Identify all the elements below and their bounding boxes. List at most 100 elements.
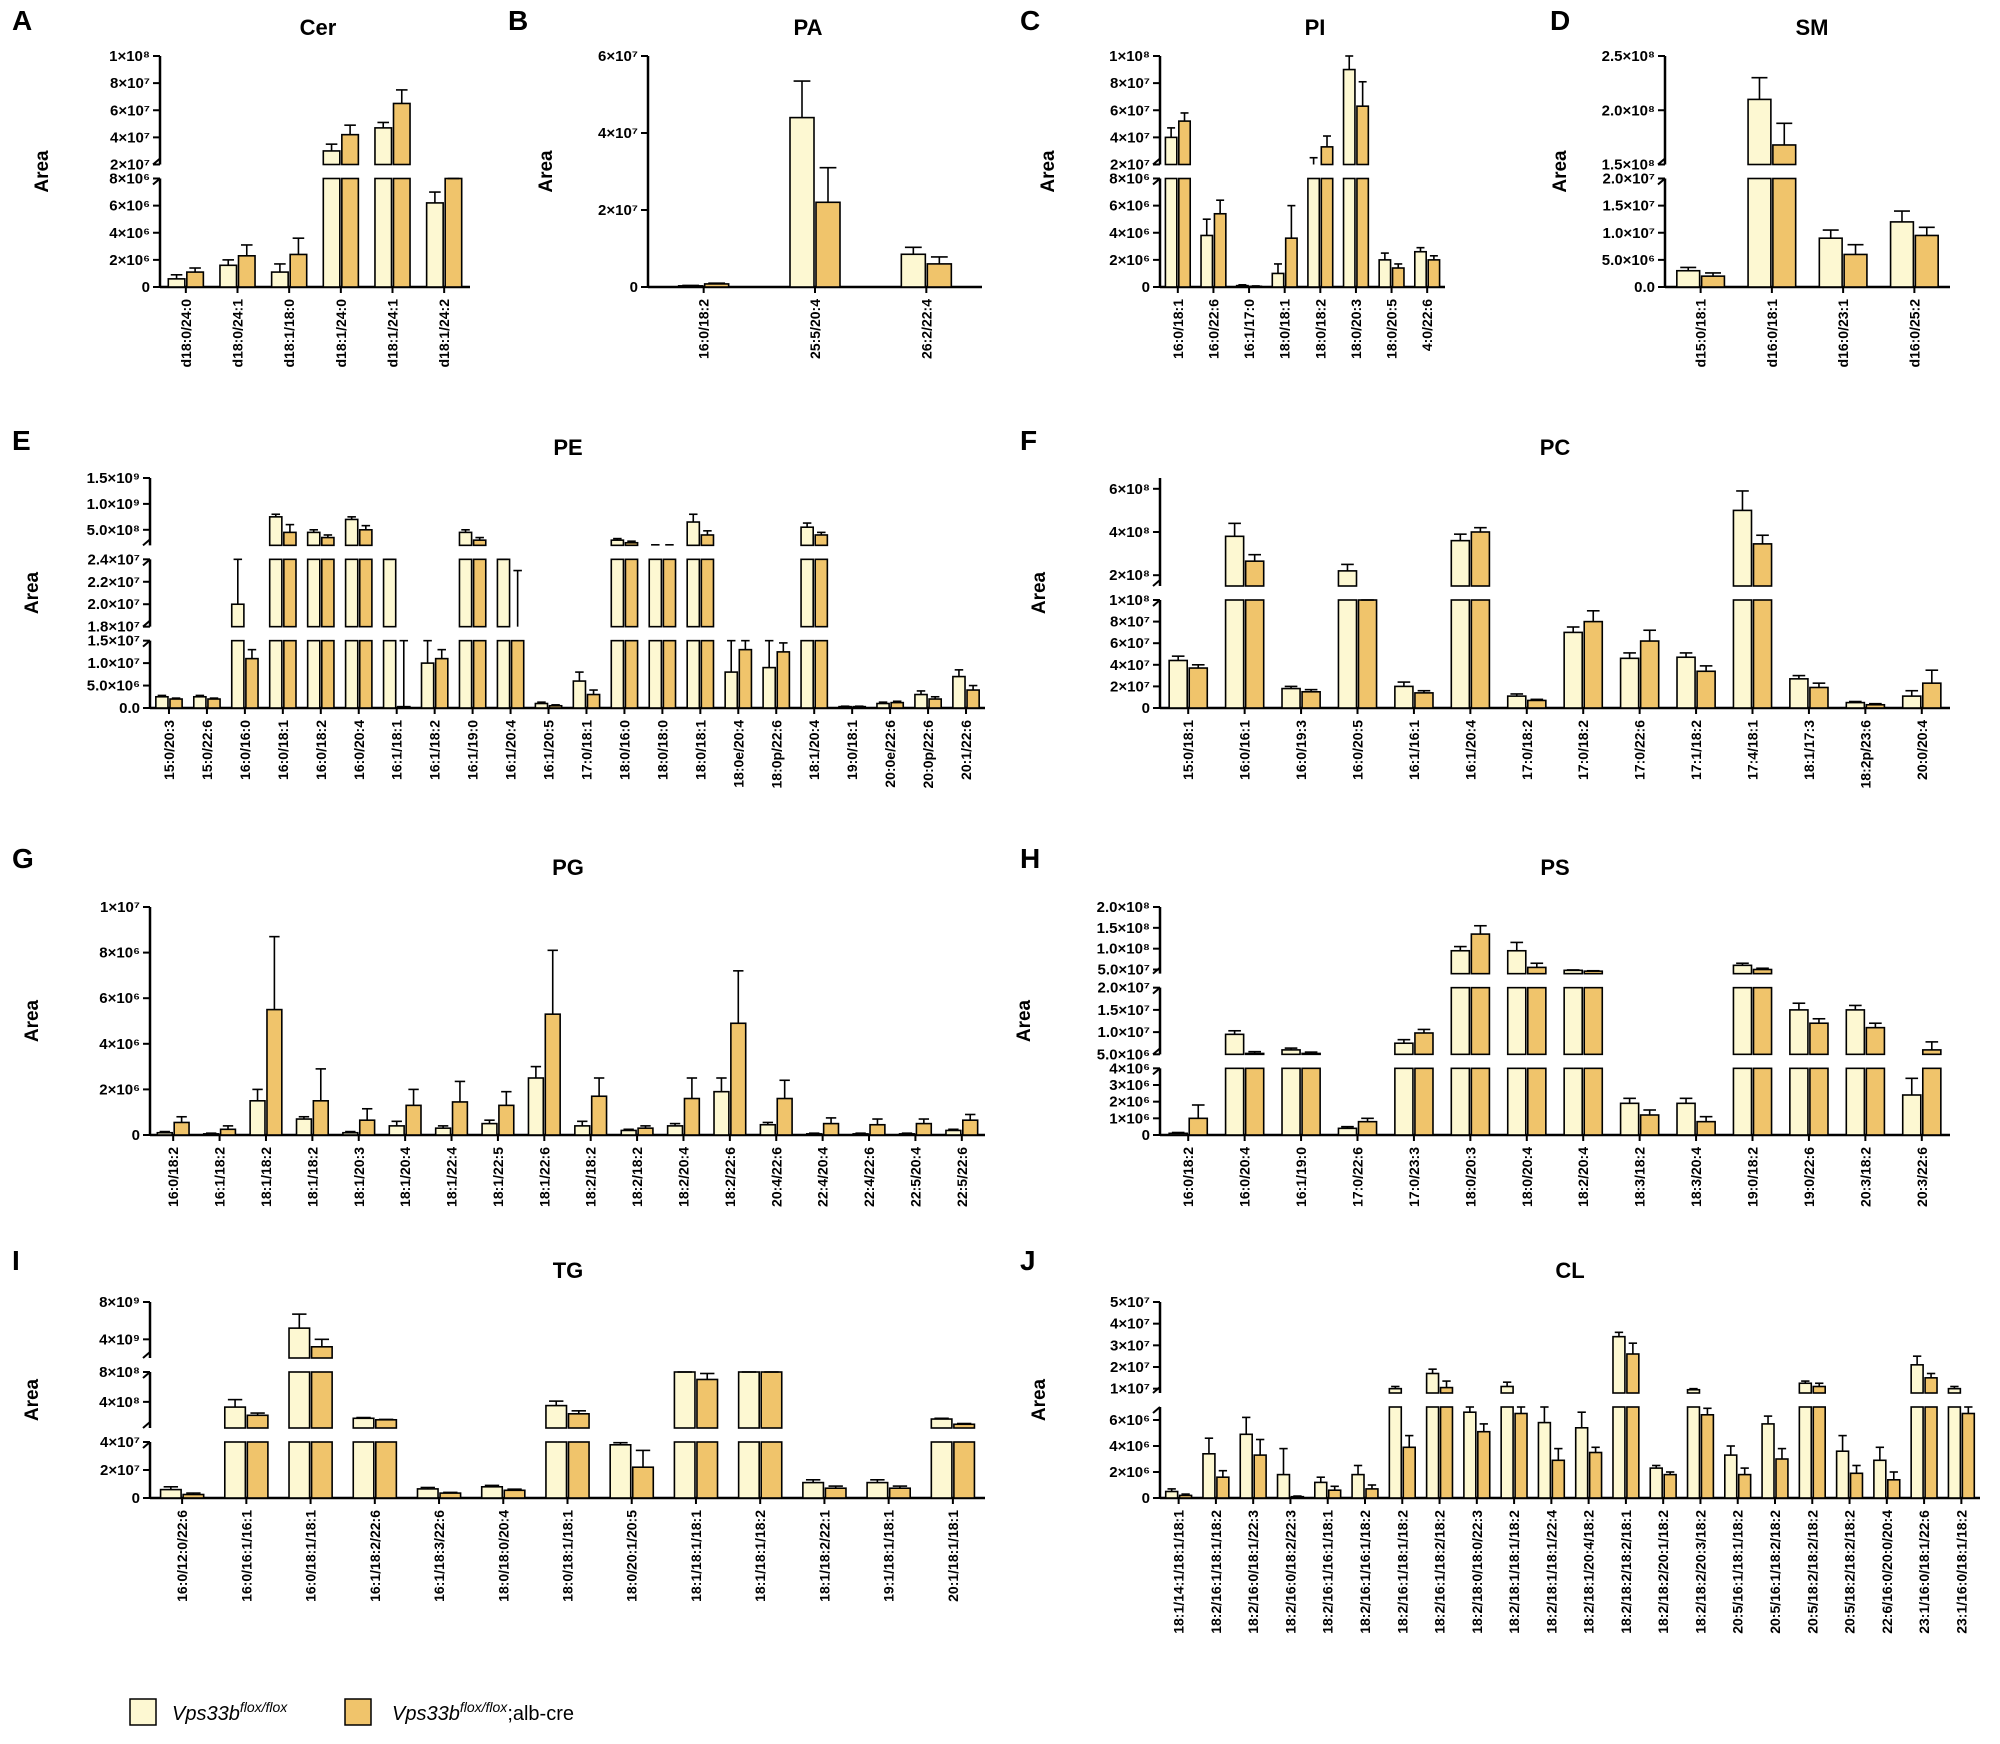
category-label: 18:0/18:0/20:4: [495, 1510, 511, 1602]
bar-piece: [1700, 1414, 1715, 1499]
bar-knockout: [1775, 1447, 1789, 1499]
bar-control: [1202, 1437, 1216, 1499]
bar-piece: [527, 1077, 545, 1136]
category-label: 18:2/16:1/16:1/18:2: [1357, 1510, 1373, 1634]
bar-knockout: [405, 1088, 422, 1136]
bar-piece: [730, 1022, 747, 1136]
bar-piece: [686, 521, 701, 547]
category-label: 16:0/12:0/22:6: [174, 1510, 190, 1602]
bar-piece: [534, 702, 549, 709]
panel-letter: B: [508, 5, 528, 36]
panel-letter: D: [1550, 5, 1570, 36]
bar-piece: [1696, 670, 1716, 709]
bar-control: [1224, 522, 1245, 709]
bar-control: [270, 263, 289, 288]
bar-knockout: [1551, 1447, 1566, 1499]
category-label: 16:0/20:4: [351, 720, 367, 780]
bar-piece: [481, 1122, 498, 1136]
bar-control: [1798, 1380, 1813, 1499]
bar-control: [898, 1132, 916, 1136]
bar-knockout: [1921, 1041, 1942, 1136]
category-label: 20:1/18:1/18:1: [945, 1510, 961, 1602]
axis-break-mark: [152, 177, 161, 186]
bar-piece: [966, 689, 980, 709]
category-label: 4:0/22:6: [1419, 299, 1435, 351]
bar-control: [1378, 252, 1392, 288]
panel-i: I TG Area 0 2×10⁷ 4×10⁷ 4×10⁸ 8×10⁸ 4×10⁹ 8×10⁹ 16…: [12, 1245, 985, 1602]
y-tick-label: 5.0×10⁷: [1098, 962, 1151, 979]
bar-piece: [1921, 1067, 1942, 1136]
bar-knockout: [953, 1422, 976, 1499]
bar-control: [1724, 1445, 1738, 1499]
bar-piece: [700, 534, 715, 547]
panel-title: PC: [1540, 435, 1571, 460]
bar-control: [838, 705, 852, 709]
bar-knockout: [700, 530, 715, 709]
panel-d: D SM Area 0.0 5.0×10⁶ 1.0×10⁷ 1.5×10⁷ 2.0×10⁷1.…: [1550, 5, 1950, 367]
bar-control: [1732, 962, 1753, 1136]
bar-piece: [186, 271, 205, 288]
y-tick-label: 5×10⁷: [1110, 1294, 1150, 1311]
bar-piece: [683, 1097, 701, 1136]
bar-piece: [1835, 1450, 1850, 1499]
panel-letter: F: [1020, 425, 1037, 456]
y-tick-label: 2.4×10⁷: [88, 551, 141, 568]
bar-control: [1818, 229, 1843, 288]
bar-piece: [1551, 1459, 1566, 1499]
bar-piece: [480, 1486, 504, 1499]
y-tick-label: 0.0: [119, 700, 140, 717]
y-tick-label: 2×10⁶: [1109, 1464, 1150, 1481]
bar-piece: [1244, 599, 1265, 709]
bar-piece: [1439, 1406, 1454, 1499]
bar-knockout: [341, 124, 360, 288]
bar-piece: [1200, 234, 1214, 288]
bar-piece: [392, 177, 411, 288]
axis-break-mark: [142, 1441, 151, 1449]
category-label: 18:2/16:1/18:1/18:2: [1208, 1510, 1224, 1634]
bar-piece: [952, 675, 966, 709]
bar-control: [914, 690, 928, 709]
bar-knockout: [1253, 1438, 1267, 1499]
bar-control: [1463, 1406, 1477, 1499]
bar-piece: [1202, 1453, 1216, 1499]
y-tick-label: 8×10⁸: [99, 1364, 140, 1381]
bar-piece: [1812, 1406, 1826, 1499]
bar-piece: [1168, 659, 1189, 709]
y-tick-label: 6×10⁸: [1109, 481, 1150, 498]
bar-piece: [1413, 250, 1427, 288]
bar-piece: [1224, 1067, 1245, 1136]
bar-control: [1649, 1464, 1663, 1499]
bar-piece: [1865, 1067, 1886, 1136]
bar-knockout: [1626, 1342, 1640, 1499]
category-label: 18:0/18:1/18:1: [560, 1510, 576, 1602]
bar-piece: [451, 1101, 469, 1136]
category-label: 20:0e/22:6: [882, 720, 898, 788]
bar-piece: [953, 1423, 976, 1429]
bar-piece: [1281, 1049, 1301, 1056]
bar-piece: [1450, 539, 1471, 587]
bar-piece: [1901, 695, 1922, 709]
bar-control: [1281, 1047, 1301, 1136]
category-label: 18:0e/20:4: [730, 720, 746, 788]
category-label: 18:1/20:4: [806, 720, 822, 780]
bar-piece: [1588, 1451, 1603, 1499]
bar-knockout: [1812, 1382, 1826, 1499]
y-tick-label: 1×10⁸: [1109, 592, 1150, 609]
bar-piece: [312, 1100, 330, 1136]
category-label: 16:1/18:3/22:6: [431, 1510, 447, 1602]
bar-piece: [374, 127, 393, 166]
bar-knockout: [1752, 967, 1773, 1136]
bar-piece: [800, 526, 815, 547]
category-label: 18:1/18:1/18:1: [688, 1510, 704, 1602]
category-label: 18:2/16:0/18:1/22:3: [1245, 1510, 1261, 1634]
bar-piece: [1865, 703, 1886, 709]
bar-knockout: [1843, 243, 1868, 288]
bar-knockout: [1809, 682, 1829, 709]
category-label: d18:1/18:0: [281, 299, 297, 368]
bar-knockout: [1583, 609, 1604, 709]
category-label: 15:0/20:3: [161, 720, 177, 780]
bar-control: [1425, 1368, 1440, 1499]
bar-piece: [686, 558, 701, 628]
bar-piece: [898, 1133, 916, 1136]
bar-knockout: [1865, 1022, 1886, 1136]
